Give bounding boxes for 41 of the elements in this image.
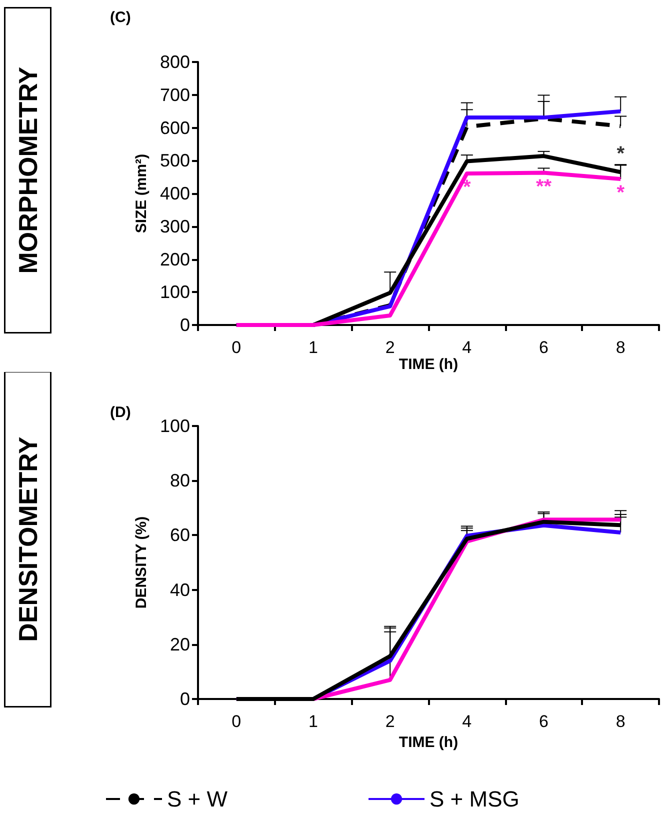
annotation: * (616, 182, 625, 204)
annotation: * (463, 176, 472, 198)
y-tick-label: 700 (160, 84, 190, 105)
y-tick-label: 40 (170, 580, 190, 600)
y-tick-label: 100 (160, 416, 190, 436)
x-tick-label: 4 (462, 338, 472, 357)
x-tick-label: 2 (385, 712, 395, 731)
y-tick-label: 0 (180, 689, 190, 709)
y-tick-label: 0 (180, 315, 190, 335)
x-tick-label: 2 (385, 338, 395, 357)
y-axis-title: DENSITY (%) (133, 516, 150, 609)
text: MORPHOMETRY (12, 66, 43, 274)
y-tick-label: 100 (160, 282, 190, 302)
x-axis-title: TIME (h) (398, 734, 458, 751)
chart-title: (D) (110, 404, 131, 421)
y-tick-label: 200 (160, 249, 190, 270)
annotation: ** (536, 176, 552, 198)
x-tick-label: 1 (308, 338, 318, 357)
y-tick-label: 80 (170, 470, 190, 491)
x-tick-label: 6 (539, 712, 548, 731)
legend-label: S + MSG (430, 786, 520, 812)
x-tick-label: 4 (462, 712, 472, 731)
text: DENSITOMETRY (12, 436, 43, 642)
x-tick-label: 0 (232, 338, 242, 357)
y-tick-label: 400 (160, 184, 190, 204)
x-tick-label: 1 (308, 712, 318, 731)
legend-label: S + W (167, 786, 228, 812)
x-tick-label: 0 (232, 712, 242, 731)
y-tick-label: 20 (170, 634, 190, 654)
x-tick-label: 8 (616, 338, 626, 357)
y-tick-label: 600 (160, 118, 190, 138)
x-axis-title: TIME (h) (398, 356, 458, 373)
annotation: * (616, 143, 625, 166)
y-tick-label: 60 (170, 525, 190, 546)
y-tick-label: 500 (160, 150, 190, 171)
y-tick-label: 300 (160, 216, 190, 236)
chart-title: (C) (110, 9, 131, 26)
x-tick-label: 8 (616, 712, 626, 731)
y-tick-label: 800 (160, 52, 190, 72)
x-tick-label: 6 (539, 338, 548, 357)
y-axis-title: SIZE (mm²) (133, 154, 150, 234)
